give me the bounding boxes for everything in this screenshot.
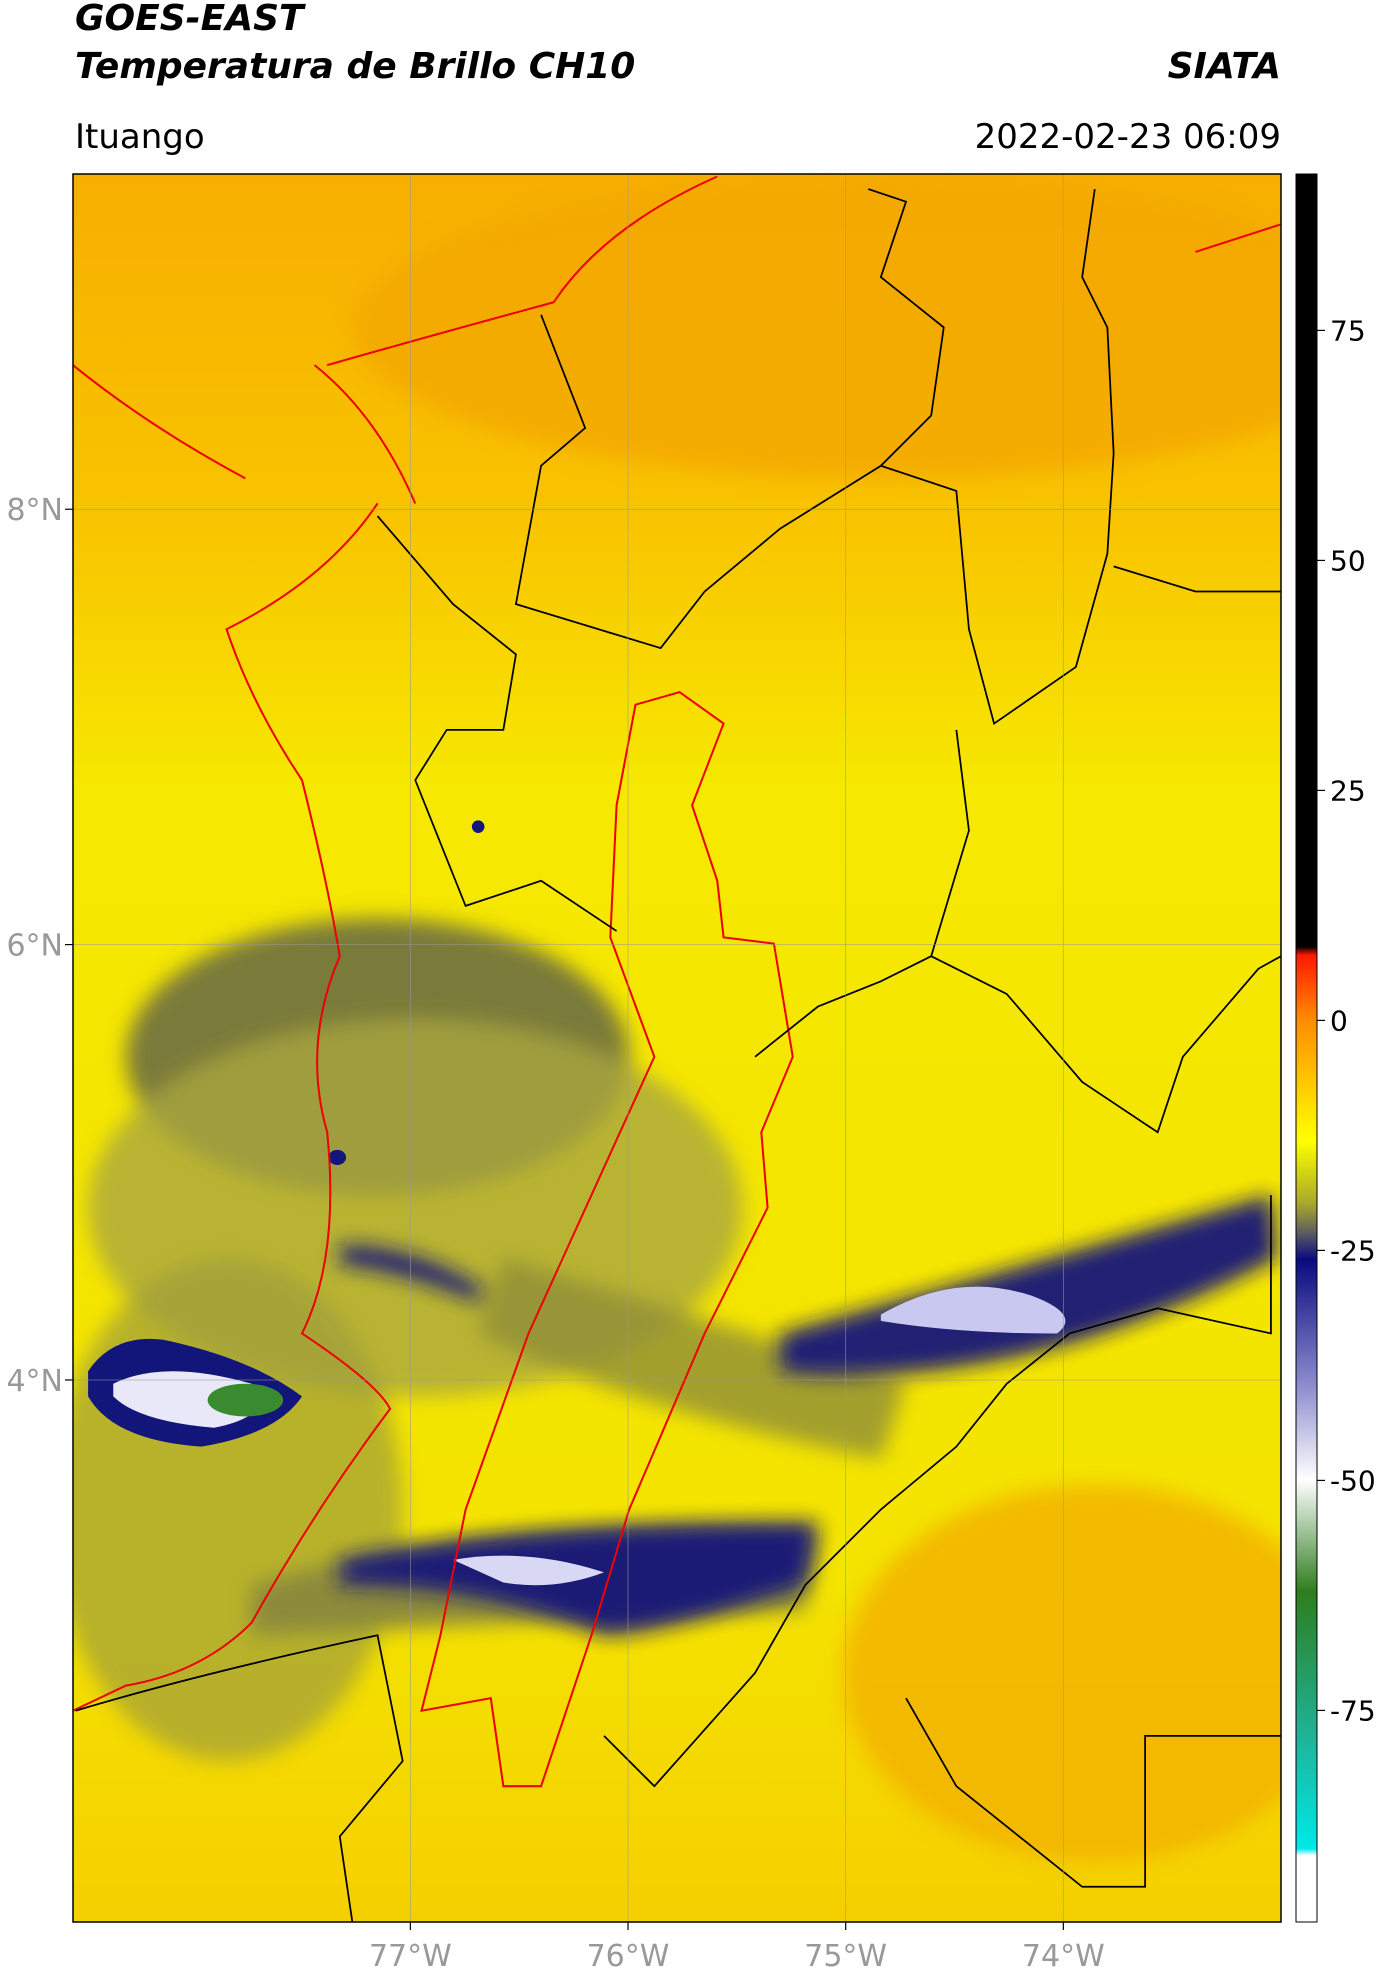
location: Ituango [75, 117, 205, 157]
colorbar-tick-label: 75 [1330, 314, 1366, 347]
colorbar-tick-label: -50 [1330, 1464, 1376, 1497]
y-tick-label: 4°N [6, 1364, 63, 1399]
x-tick-label: 76°W [587, 1939, 670, 1974]
x-tick-label: 74°W [1022, 1939, 1105, 1974]
colorbar-tick-label: -25 [1330, 1234, 1376, 1267]
colorbar-tick-label: 25 [1330, 774, 1366, 807]
colorbar-tick-label: 0 [1330, 1004, 1348, 1037]
datetime: 2022-02-23 06:09 [975, 117, 1281, 157]
colorbar-tick-label: -75 [1330, 1694, 1376, 1727]
map-frame [72, 173, 1282, 1923]
x-tick-label: 77°W [369, 1939, 452, 1974]
title: GOES-EAST [75, 0, 306, 39]
x-tick-label: 75°W [804, 1939, 887, 1974]
subtitle: Temperatura de Brillo CH10 [75, 46, 635, 87]
y-tick-label: 8°N [6, 493, 63, 528]
colorbar [1295, 173, 1318, 1923]
y-tick-label: 6°N [6, 929, 63, 964]
map-image [73, 174, 1281, 1922]
colorbar-tick-label: 50 [1330, 544, 1366, 577]
grid [73, 174, 1281, 1922]
source: SIATA [1168, 46, 1281, 87]
